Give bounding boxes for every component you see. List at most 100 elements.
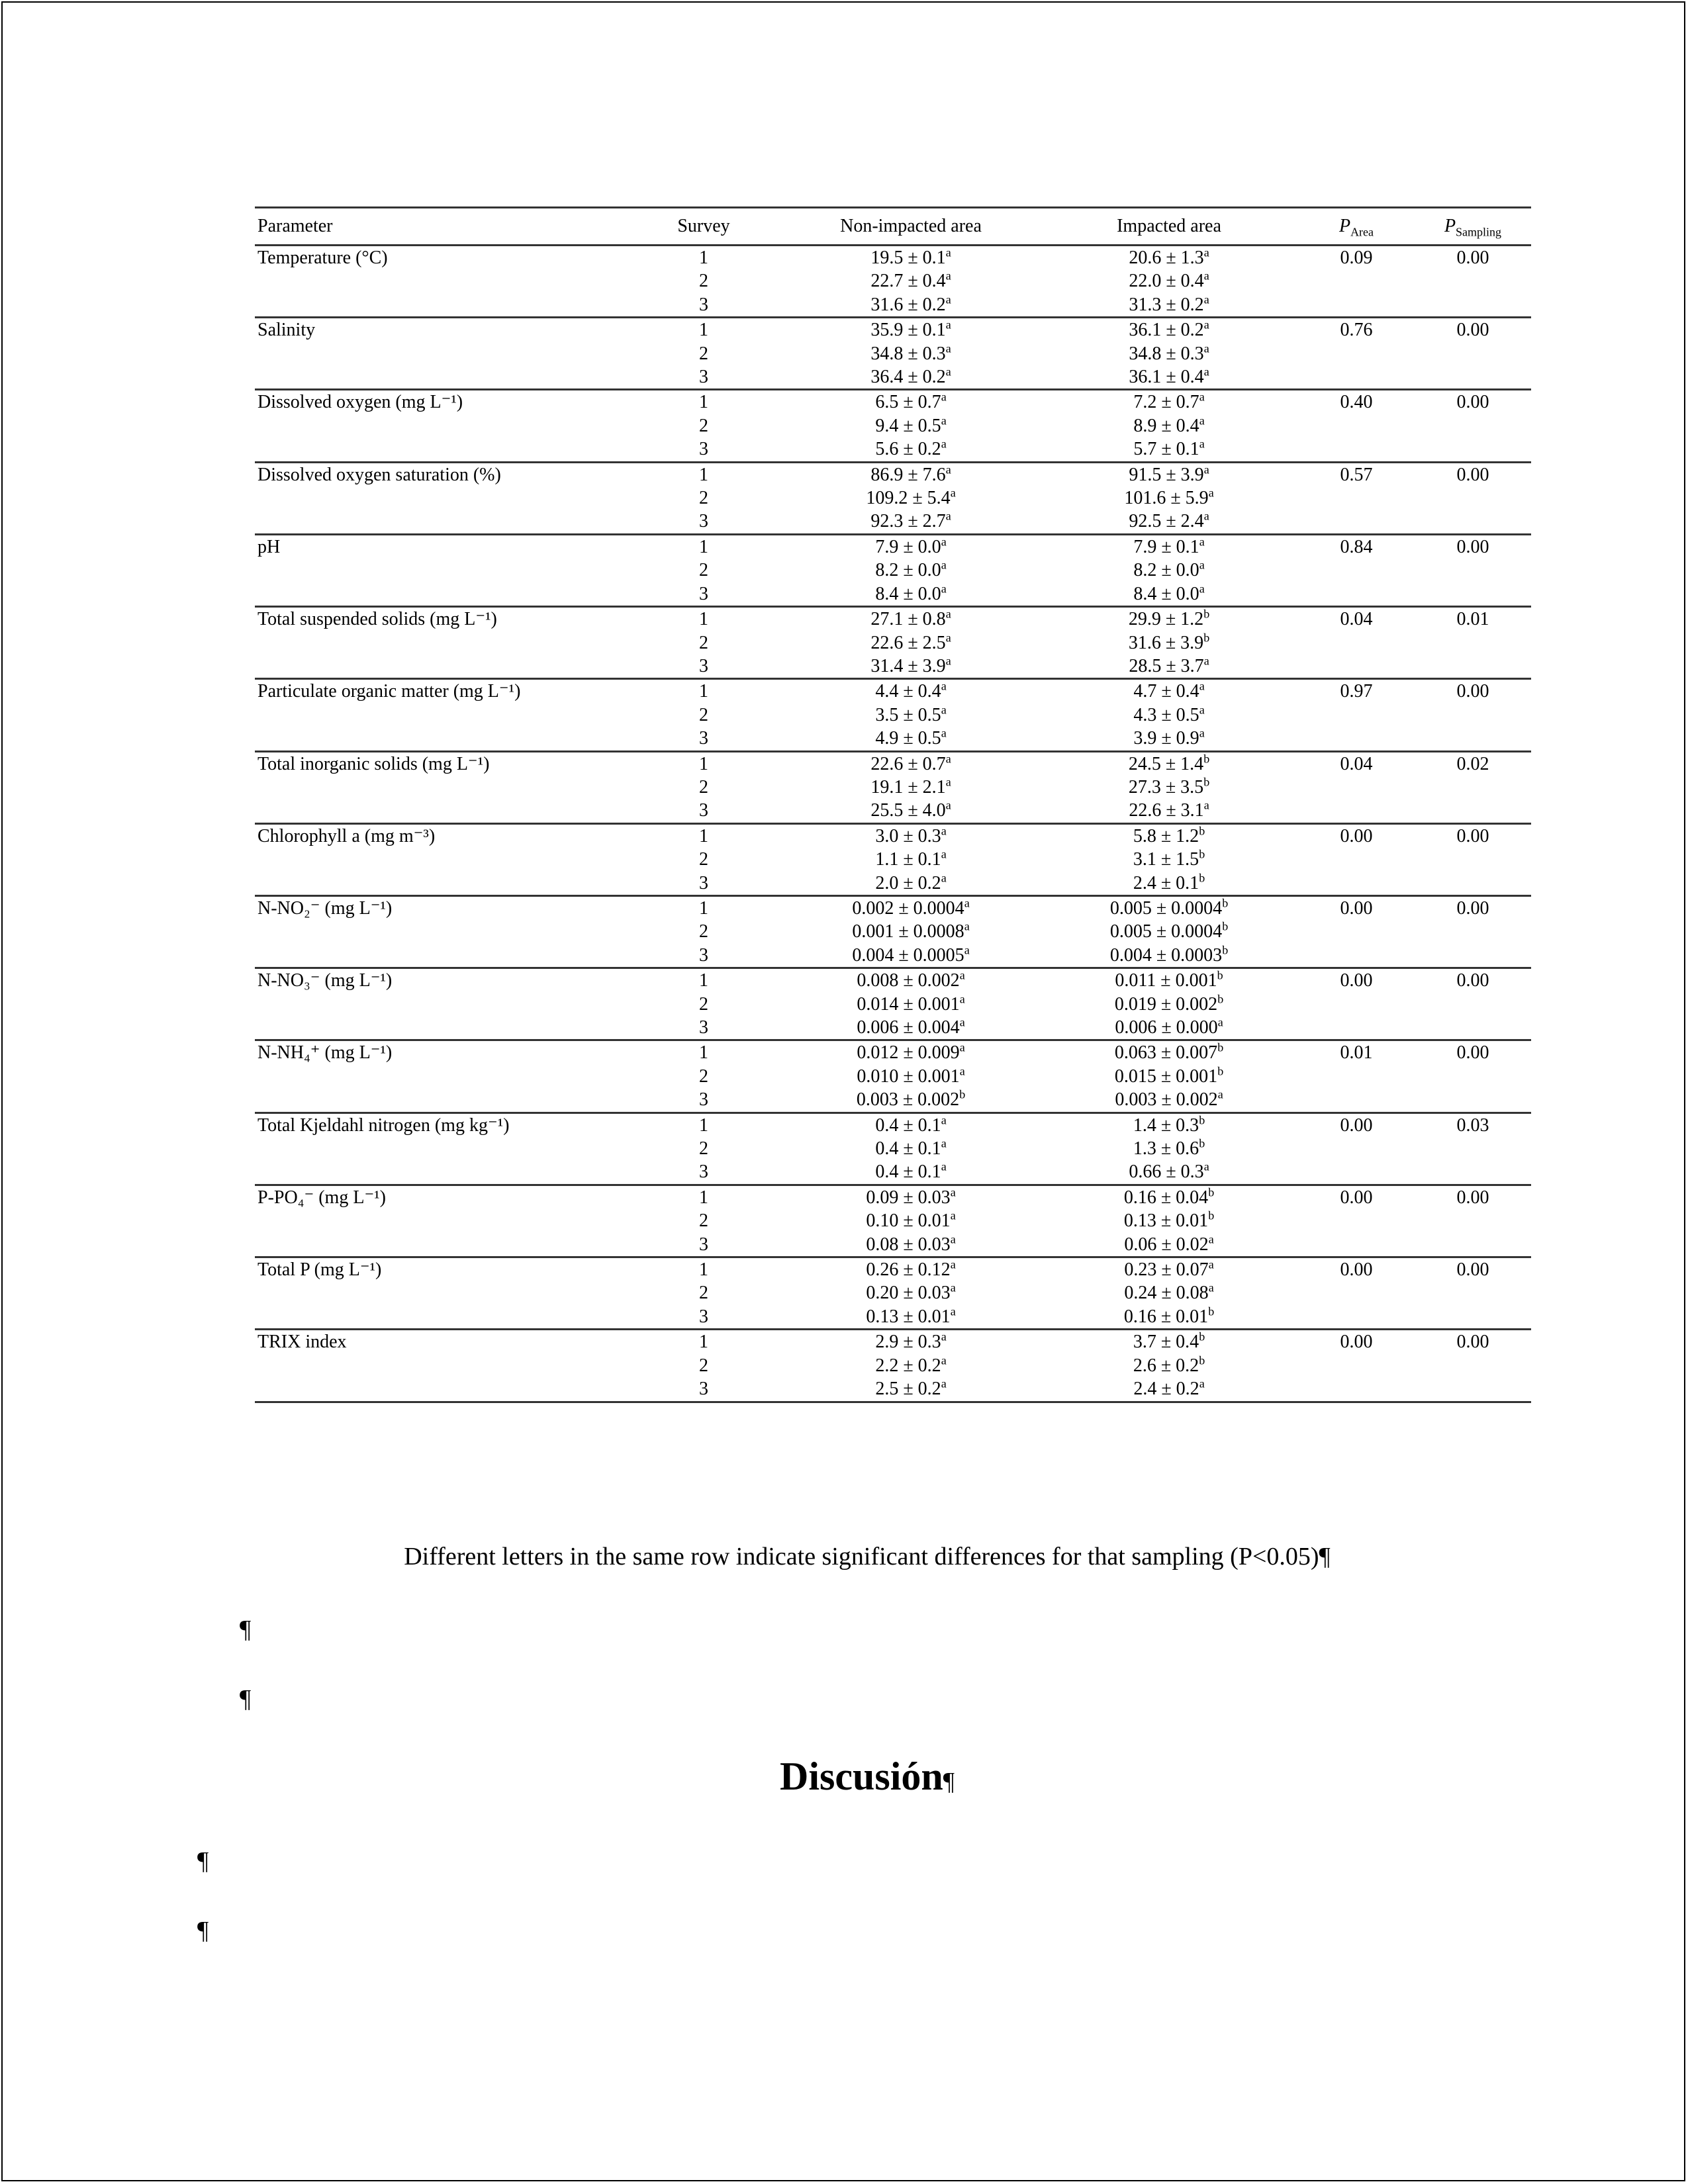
p-sampling-value: 0.00: [1456, 825, 1489, 846]
p-area-value: [1298, 920, 1415, 943]
table-row: 2 0.10 ± 0.01a 0.13 ± 0.01b: [255, 1209, 1531, 1232]
impacted-value: 3.7 ± 0.4b: [1133, 1330, 1205, 1353]
non-impacted-value: 3.0 ± 0.3a: [875, 824, 947, 846]
p-area-value: [1298, 437, 1415, 463]
parameter-name: [255, 414, 626, 437]
non-impacted-value: 0.003 ± 0.002b: [782, 1088, 1040, 1114]
non-impacted-value: 34.8 ± 0.3a: [870, 341, 951, 364]
p-area-value: [1298, 799, 1415, 825]
impacted-value: 0.66 ± 0.3a: [1040, 1160, 1298, 1186]
p-area-value: [1298, 1377, 1415, 1403]
impacted-value: 3.9 ± 0.9a: [1040, 727, 1298, 752]
impacted-value: 0.23 ± 0.07a: [1124, 1257, 1214, 1281]
non-impacted-value: 0.08 ± 0.03a: [782, 1232, 1040, 1259]
p-sampling-value: [1415, 1354, 1531, 1377]
table-row: 2 22.6 ± 2.5a 31.6 ± 3.9b: [255, 631, 1531, 655]
parameter-name: [255, 510, 626, 535]
survey-number: 1: [699, 392, 708, 413]
p-area-value: [1298, 727, 1415, 752]
p-area-value: [1298, 631, 1415, 655]
non-impacted-value: 0.012 ± 0.009a: [857, 1041, 965, 1064]
non-impacted-value: 0.014 ± 0.001a: [857, 992, 965, 1015]
header-non-impacted: Non-impacted area: [782, 206, 1040, 246]
p-area-value: 0.04: [1340, 753, 1373, 774]
parameter-name: [255, 1354, 626, 1377]
impacted-value: 0.063 ± 0.007b: [1114, 1041, 1224, 1064]
table-row: pH 1 7.9 ± 0.0a 7.9 ± 0.1a 0.84 0.00: [255, 534, 1531, 559]
table-row: 3 31.6 ± 0.2a 31.3 ± 0.2a: [255, 293, 1531, 319]
survey-number: 3: [626, 510, 782, 535]
survey-number: 2: [699, 1283, 708, 1304]
p-sampling-value: [1415, 486, 1531, 510]
survey-number: 2: [699, 1066, 708, 1087]
parameter-name: [255, 1065, 626, 1088]
p-area-value: 0.00: [1340, 1187, 1373, 1208]
p-sampling-value: 0.00: [1456, 1187, 1489, 1208]
impacted-value: 28.5 ± 3.7a: [1040, 654, 1298, 680]
p-sampling-value: [1415, 365, 1531, 391]
p-sampling-value: [1415, 559, 1531, 582]
survey-number: 1: [699, 897, 708, 919]
table-row: Dissolved oxygen (mg L⁻¹) 1 6.5 ± 0.7a 7.2 …: [255, 390, 1531, 414]
parameter-name: [255, 1137, 626, 1160]
impacted-value: 27.3 ± 3.5b: [1128, 775, 1210, 797]
impacted-value: 5.7 ± 0.1a: [1040, 437, 1298, 463]
p-area-value: 0.00: [1340, 1332, 1373, 1353]
results-table: Parameter Survey Non-impacted area Impac…: [255, 206, 1531, 1403]
impacted-value: 0.13 ± 0.01b: [1123, 1208, 1215, 1232]
table-row: 3 8.4 ± 0.0a 8.4 ± 0.0a: [255, 582, 1531, 608]
parameter-name: Dissolved oxygen saturation (%): [258, 464, 501, 485]
impacted-value: 0.06 ± 0.02a: [1040, 1232, 1298, 1259]
table-row: 2 0.4 ± 0.1a 1.3 ± 0.6b: [255, 1137, 1531, 1160]
paragraph-mark: ¶: [197, 1847, 209, 1875]
parameter-name: pH: [258, 536, 281, 557]
p-sampling-value: 0.00: [1456, 464, 1489, 485]
survey-number: 1: [699, 248, 708, 268]
p-sampling-value: [1415, 1281, 1531, 1304]
survey-number: 1: [699, 1042, 708, 1064]
parameter-name: Chlorophyll a (mg m⁻³): [258, 825, 436, 846]
impacted-value: 91.5 ± 3.9a: [1129, 463, 1209, 485]
p-sampling-value: 0.00: [1456, 392, 1489, 413]
table-row: 2 109.2 ± 5.4a 101.6 ± 5.9a: [255, 486, 1531, 510]
survey-number: 2: [699, 343, 708, 364]
parameter-name: [255, 1377, 626, 1403]
survey-number: 3: [626, 943, 782, 970]
impacted-value: 1.3 ± 0.6b: [1133, 1136, 1205, 1160]
parameter-name: Total inorganic solids (mg L⁻¹): [258, 753, 490, 774]
non-impacted-value: 2.2 ± 0.2a: [875, 1353, 947, 1376]
survey-number: 3: [626, 582, 782, 608]
impacted-value: 4.7 ± 0.4a: [1133, 679, 1205, 702]
table-row: 2 19.1 ± 2.1a 27.3 ± 3.5b: [255, 776, 1531, 799]
parameter-name: [255, 1016, 626, 1042]
p-area-value: 0.97: [1340, 681, 1373, 702]
parameter-name: Salinity: [258, 320, 316, 341]
table-row: Total P (mg L⁻¹) 1 0.26 ± 0.12a 0.23 ± 0.07…: [255, 1257, 1531, 1282]
table-row: 3 0.006 ± 0.004a 0.006 ± 0.000a: [255, 1016, 1531, 1042]
parameter-name: [255, 1160, 626, 1186]
p-area-value: [1298, 1209, 1415, 1232]
p-sampling-value: 0.01: [1456, 609, 1489, 630]
survey-number: 1: [699, 609, 708, 630]
non-impacted-value: 19.1 ± 2.1a: [870, 775, 951, 797]
impacted-value: 101.6 ± 5.9a: [1124, 486, 1214, 509]
impacted-value: 31.3 ± 0.2a: [1040, 293, 1298, 319]
table-row: 2 8.2 ± 0.0a 8.2 ± 0.0a: [255, 559, 1531, 582]
survey-number: 2: [699, 271, 708, 292]
survey-number: 1: [699, 464, 708, 485]
p-area-value: 0.00: [1340, 897, 1373, 919]
parameter-name: Dissolved oxygen (mg L⁻¹): [258, 392, 463, 413]
table-caption: Different letters in the same row indica…: [404, 1543, 1331, 1570]
parameter-name: [255, 1232, 626, 1259]
p-sampling-value: [1415, 437, 1531, 463]
non-impacted-value: 4.9 ± 0.5a: [782, 727, 1040, 752]
p-sampling-value: [1415, 654, 1531, 680]
p-sampling-value: 0.00: [1456, 1042, 1489, 1064]
non-impacted-value: 7.9 ± 0.0a: [875, 535, 947, 557]
p-area-value: [1298, 269, 1415, 293]
table-row: 2 9.4 ± 0.5a 8.9 ± 0.4a: [255, 414, 1531, 437]
p-area-value: [1298, 342, 1415, 365]
parameter-name: [255, 582, 626, 608]
parameter-name: [255, 1088, 626, 1114]
